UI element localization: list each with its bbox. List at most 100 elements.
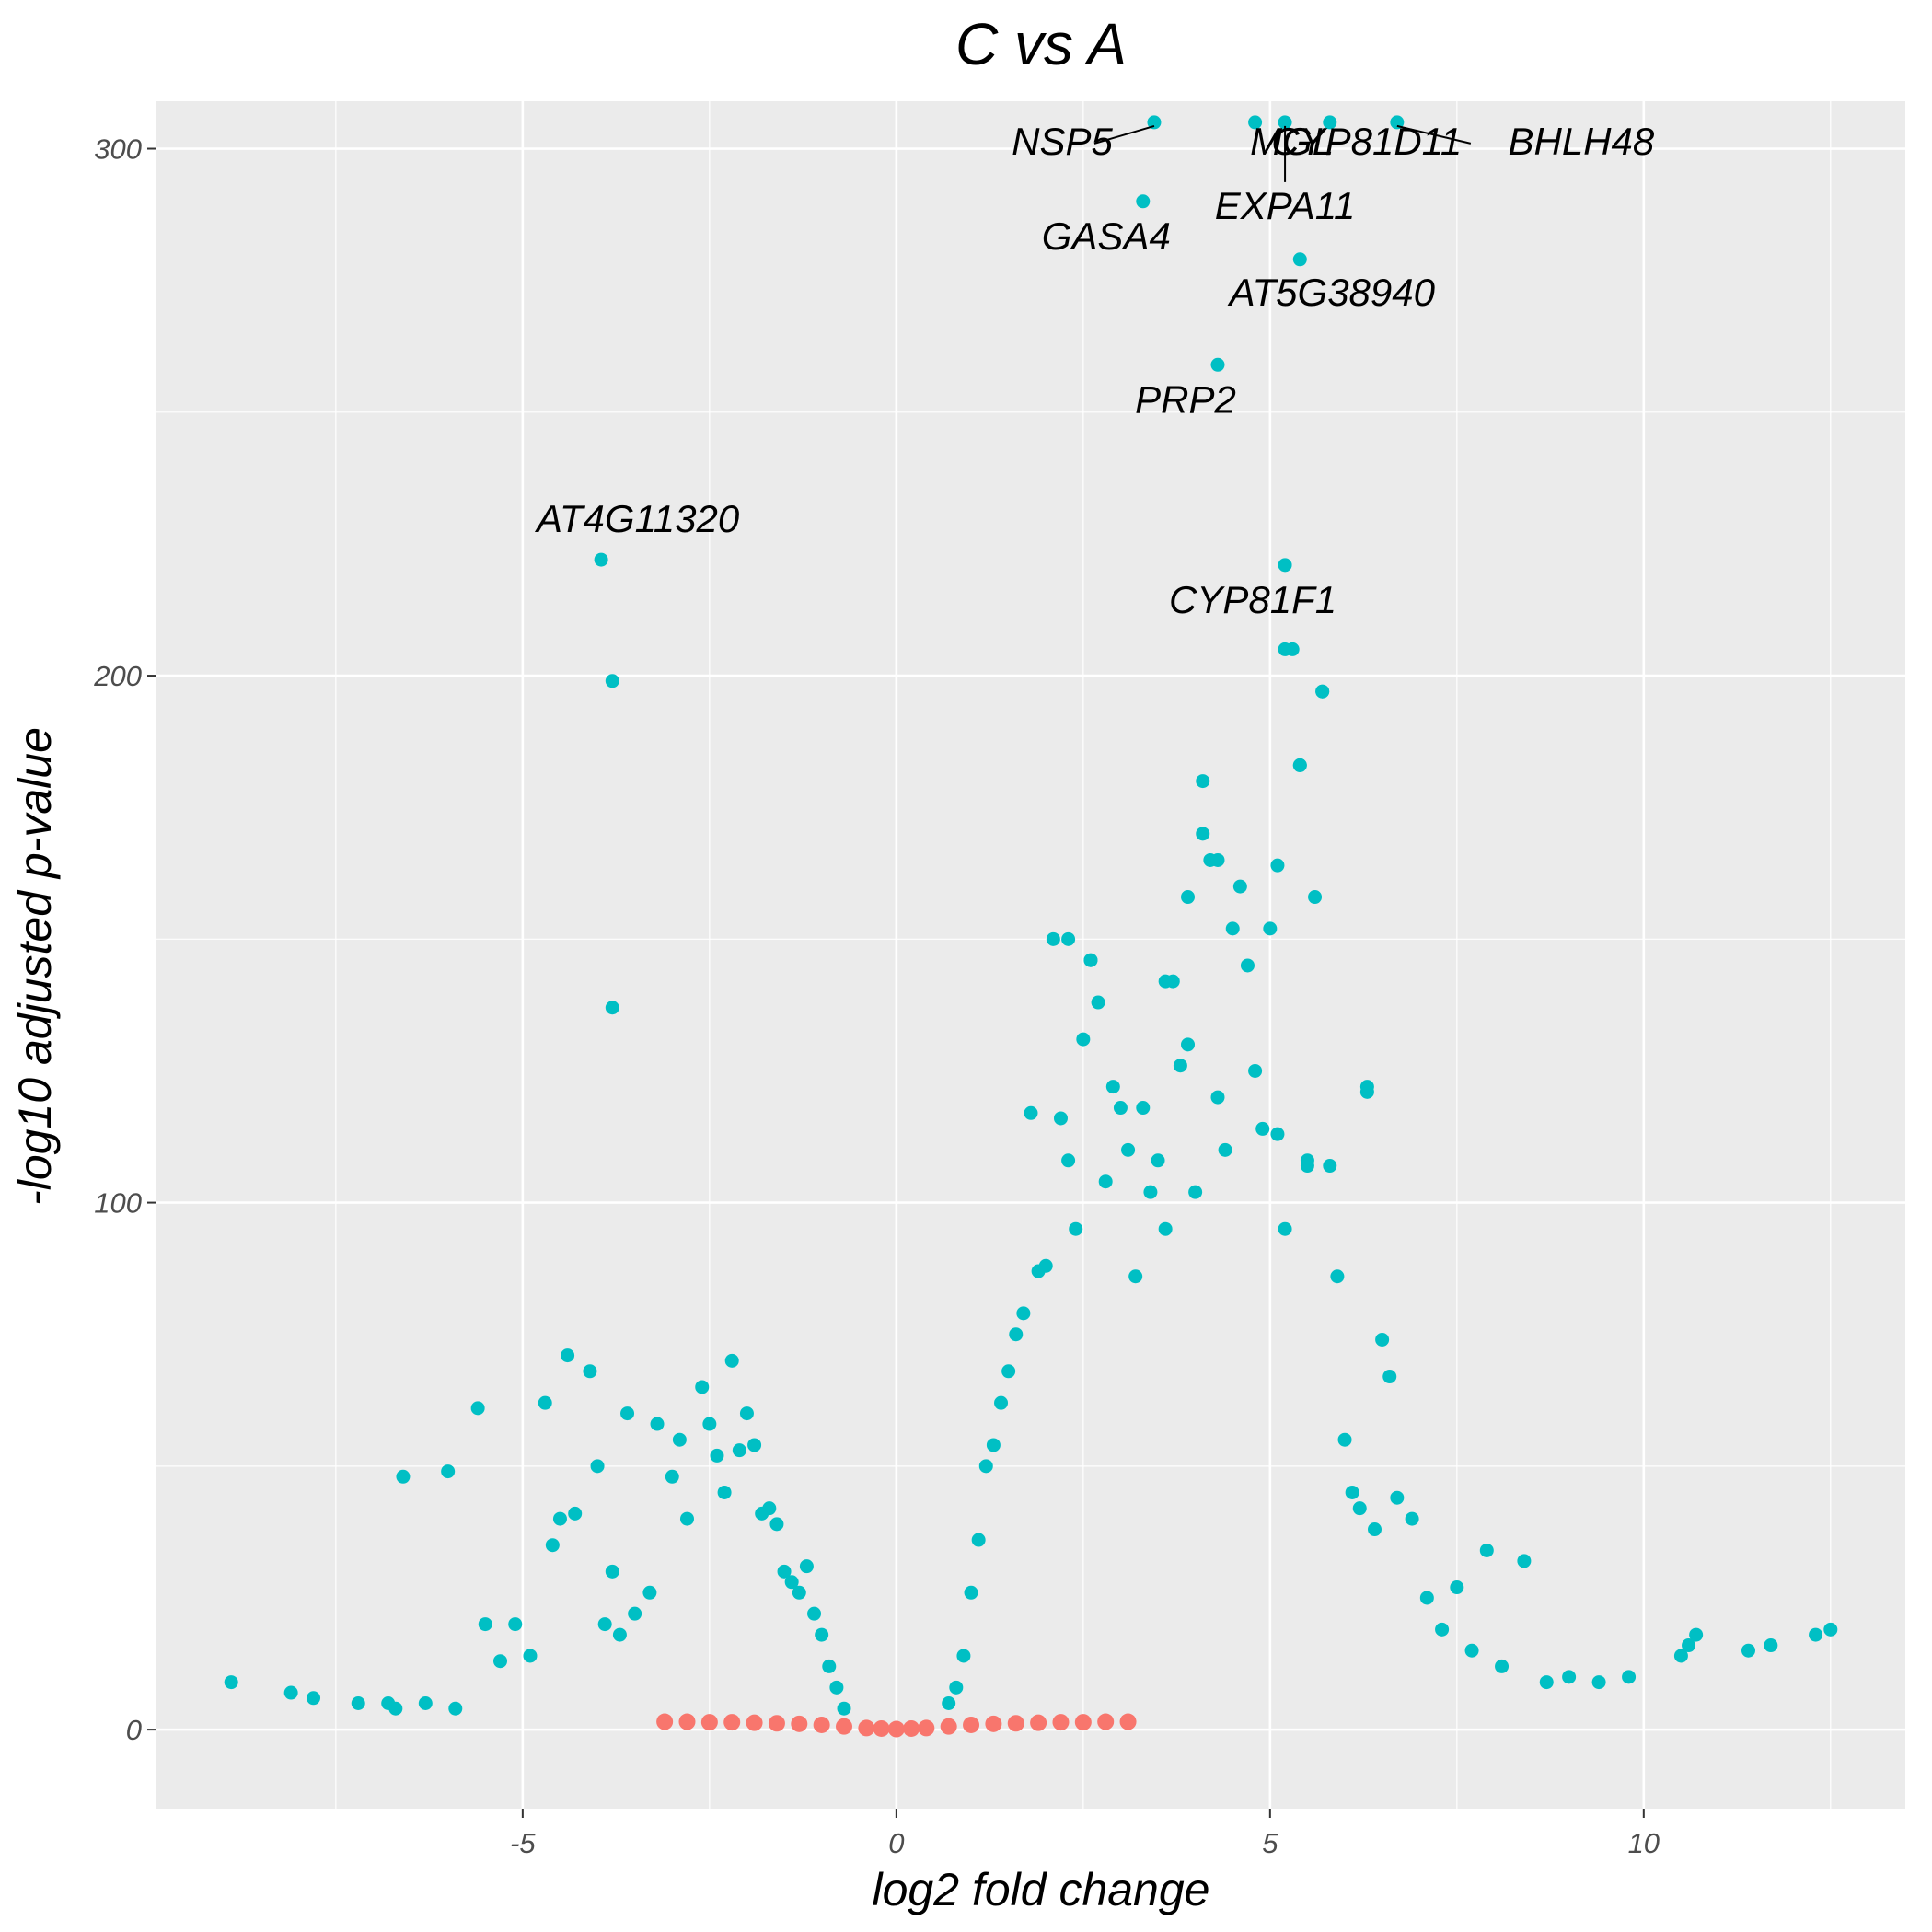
data-point-significant <box>1083 953 1098 967</box>
data-point-significant <box>612 1627 627 1642</box>
gene-label: AT4G11320 <box>534 497 740 540</box>
data-point-significant <box>695 1380 710 1394</box>
data-points <box>224 115 1838 1738</box>
data-point-significant <box>1210 852 1225 867</box>
data-point-significant <box>1181 1037 1196 1052</box>
data-point-significant <box>478 1617 492 1632</box>
data-point-significant <box>1121 1142 1136 1157</box>
data-point-significant <box>1622 1670 1637 1684</box>
data-point-not-significant <box>836 1718 853 1735</box>
gene-label: CYP81D11 <box>1271 120 1462 163</box>
data-point-not-significant <box>700 1714 718 1731</box>
data-point-significant <box>1278 642 1292 656</box>
data-point-significant <box>493 1654 508 1669</box>
data-point-significant <box>1464 1643 1479 1658</box>
data-point-significant <box>568 1506 583 1521</box>
data-point-significant <box>448 1701 463 1716</box>
data-point-significant <box>1105 1080 1120 1094</box>
gene-label: NSP5 <box>1012 120 1113 163</box>
data-point-significant <box>837 1701 851 1716</box>
data-point-significant <box>1270 1127 1285 1141</box>
data-point-significant <box>1210 1090 1225 1105</box>
data-point-significant <box>1218 1142 1232 1157</box>
data-point-not-significant <box>813 1716 830 1733</box>
x-tick-label: 5 <box>1262 1827 1278 1859</box>
x-axis: -5 0 5 10 <box>510 1809 1660 1859</box>
data-point-significant <box>986 1438 1001 1452</box>
data-point-significant <box>1330 1269 1345 1284</box>
data-point-significant <box>508 1617 523 1632</box>
data-point-significant <box>942 1695 956 1710</box>
data-point-significant <box>1562 1670 1577 1684</box>
data-point-significant <box>552 1511 567 1526</box>
data-point-significant <box>815 1627 829 1642</box>
data-point-significant <box>1682 1638 1696 1653</box>
data-point-significant <box>1248 1063 1263 1078</box>
data-point-significant <box>650 1417 665 1431</box>
data-point-significant <box>605 1001 619 1015</box>
data-point-significant <box>590 1459 605 1474</box>
gene-label: BHLH48 <box>1508 120 1654 163</box>
y-tick-label: 100 <box>94 1187 142 1220</box>
gene-label: EXPA11 <box>1215 184 1356 227</box>
data-point-significant <box>1278 115 1292 130</box>
data-point-significant <box>418 1695 433 1710</box>
data-point-significant <box>1113 1101 1128 1116</box>
data-point-significant <box>672 1432 687 1447</box>
data-point-significant <box>1001 1364 1016 1379</box>
data-point-significant <box>1419 1591 1434 1605</box>
data-point-significant <box>1345 1485 1359 1499</box>
data-point-significant <box>1390 115 1405 130</box>
data-point-significant <box>1046 931 1060 946</box>
data-point-significant <box>1495 1659 1510 1673</box>
data-point-significant <box>1673 1649 1688 1663</box>
data-point-significant <box>1143 1185 1158 1199</box>
y-tick-label: 200 <box>93 660 142 692</box>
data-point-significant <box>739 1406 754 1421</box>
data-point-significant <box>747 1438 762 1452</box>
data-point-significant <box>1038 1258 1053 1273</box>
label-connector <box>1396 124 1472 145</box>
gene-label: AT5G38940 <box>1227 271 1436 314</box>
gene-label: GASA4 <box>1042 214 1171 258</box>
data-point-significant <box>1009 1327 1024 1342</box>
data-point-significant <box>307 1691 321 1706</box>
data-point-significant <box>1024 1105 1038 1120</box>
data-point-not-significant <box>1097 1713 1115 1730</box>
data-point-significant <box>1517 1554 1532 1568</box>
data-point-not-significant <box>1119 1713 1137 1730</box>
data-point-significant <box>538 1395 552 1410</box>
data-point-not-significant <box>768 1715 785 1732</box>
data-point-significant <box>1181 890 1196 905</box>
data-point-significant <box>1292 252 1307 267</box>
data-point-significant <box>679 1511 694 1526</box>
data-point-significant <box>1278 1221 1292 1236</box>
data-point-significant <box>1390 1490 1405 1505</box>
data-point-significant <box>523 1649 538 1663</box>
data-point-significant <box>971 1533 986 1547</box>
data-point-not-significant <box>1052 1714 1070 1731</box>
data-point-not-significant <box>723 1714 741 1731</box>
data-point-not-significant <box>903 1719 920 1737</box>
data-point-significant <box>1741 1643 1755 1658</box>
data-point-significant <box>1196 774 1210 789</box>
data-point-significant <box>1128 1269 1143 1284</box>
data-point-significant <box>1232 879 1247 894</box>
data-point-significant <box>1270 858 1285 873</box>
data-point-not-significant <box>1007 1715 1024 1732</box>
x-axis-title: log2 fold change <box>873 1864 1210 1915</box>
data-point-significant <box>1591 1675 1606 1690</box>
data-point-significant <box>1823 1622 1838 1637</box>
data-point-not-significant <box>656 1713 674 1730</box>
data-point-not-significant <box>887 1720 905 1738</box>
data-point-not-significant <box>791 1715 808 1732</box>
data-point-significant <box>717 1485 732 1499</box>
data-point-significant <box>1098 1174 1113 1189</box>
y-axis: 0 100 200 300 <box>93 133 156 1746</box>
y-tick-label: 300 <box>94 133 142 166</box>
data-point-significant <box>1435 1622 1450 1637</box>
data-point-significant <box>777 1564 792 1579</box>
gene-label: PRP2 <box>1135 377 1236 421</box>
data-point-significant <box>642 1585 657 1600</box>
